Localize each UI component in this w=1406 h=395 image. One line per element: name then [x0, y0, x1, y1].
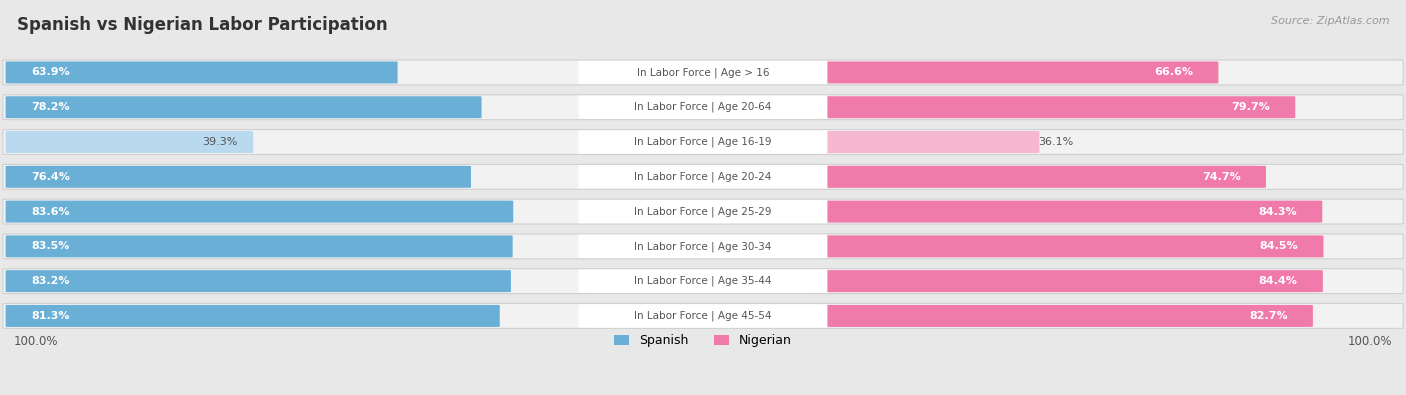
FancyBboxPatch shape: [3, 303, 1403, 328]
FancyBboxPatch shape: [3, 269, 1403, 293]
Text: 84.3%: 84.3%: [1258, 207, 1296, 216]
FancyBboxPatch shape: [3, 234, 1403, 259]
Text: 76.4%: 76.4%: [31, 172, 70, 182]
FancyBboxPatch shape: [3, 60, 1403, 85]
Text: In Labor Force | Age 30-34: In Labor Force | Age 30-34: [634, 241, 772, 252]
FancyBboxPatch shape: [6, 166, 471, 188]
Text: 84.5%: 84.5%: [1260, 241, 1298, 251]
FancyBboxPatch shape: [6, 131, 253, 153]
FancyBboxPatch shape: [579, 269, 827, 293]
Text: 74.7%: 74.7%: [1202, 172, 1240, 182]
Text: In Labor Force | Age 20-64: In Labor Force | Age 20-64: [634, 102, 772, 113]
FancyBboxPatch shape: [6, 62, 398, 83]
FancyBboxPatch shape: [579, 235, 827, 258]
Text: 83.5%: 83.5%: [31, 241, 69, 251]
FancyBboxPatch shape: [3, 95, 1403, 120]
FancyBboxPatch shape: [579, 61, 827, 84]
Text: 63.9%: 63.9%: [31, 68, 70, 77]
FancyBboxPatch shape: [579, 130, 827, 154]
Text: 39.3%: 39.3%: [202, 137, 238, 147]
FancyBboxPatch shape: [579, 96, 827, 119]
FancyBboxPatch shape: [6, 235, 513, 258]
FancyBboxPatch shape: [579, 304, 827, 327]
FancyBboxPatch shape: [810, 270, 1323, 292]
Text: In Labor Force | Age 16-19: In Labor Force | Age 16-19: [634, 137, 772, 147]
Text: In Labor Force | Age > 16: In Labor Force | Age > 16: [637, 67, 769, 78]
Text: 83.2%: 83.2%: [31, 276, 69, 286]
Text: In Labor Force | Age 25-29: In Labor Force | Age 25-29: [634, 206, 772, 217]
FancyBboxPatch shape: [6, 96, 481, 118]
Text: 100.0%: 100.0%: [14, 335, 59, 348]
FancyBboxPatch shape: [810, 131, 1039, 153]
Text: 82.7%: 82.7%: [1249, 311, 1288, 321]
Text: 78.2%: 78.2%: [31, 102, 69, 112]
Text: Spanish vs Nigerian Labor Participation: Spanish vs Nigerian Labor Participation: [17, 16, 388, 34]
Text: 79.7%: 79.7%: [1232, 102, 1270, 112]
Text: 81.3%: 81.3%: [31, 311, 69, 321]
Legend: Spanish, Nigerian: Spanish, Nigerian: [614, 334, 792, 347]
Text: 84.4%: 84.4%: [1258, 276, 1298, 286]
Text: Source: ZipAtlas.com: Source: ZipAtlas.com: [1271, 16, 1389, 26]
FancyBboxPatch shape: [579, 165, 827, 188]
FancyBboxPatch shape: [810, 62, 1219, 83]
FancyBboxPatch shape: [3, 164, 1403, 189]
Text: 36.1%: 36.1%: [1038, 137, 1073, 147]
FancyBboxPatch shape: [810, 235, 1323, 258]
FancyBboxPatch shape: [3, 199, 1403, 224]
Text: In Labor Force | Age 45-54: In Labor Force | Age 45-54: [634, 311, 772, 321]
Text: 100.0%: 100.0%: [1347, 335, 1392, 348]
FancyBboxPatch shape: [6, 270, 510, 292]
FancyBboxPatch shape: [810, 305, 1313, 327]
FancyBboxPatch shape: [6, 305, 499, 327]
Text: 66.6%: 66.6%: [1154, 68, 1194, 77]
FancyBboxPatch shape: [810, 166, 1265, 188]
Text: 83.6%: 83.6%: [31, 207, 69, 216]
FancyBboxPatch shape: [810, 96, 1295, 118]
Text: In Labor Force | Age 20-24: In Labor Force | Age 20-24: [634, 171, 772, 182]
FancyBboxPatch shape: [3, 130, 1403, 154]
Text: In Labor Force | Age 35-44: In Labor Force | Age 35-44: [634, 276, 772, 286]
FancyBboxPatch shape: [6, 201, 513, 222]
FancyBboxPatch shape: [810, 201, 1322, 222]
FancyBboxPatch shape: [579, 200, 827, 223]
